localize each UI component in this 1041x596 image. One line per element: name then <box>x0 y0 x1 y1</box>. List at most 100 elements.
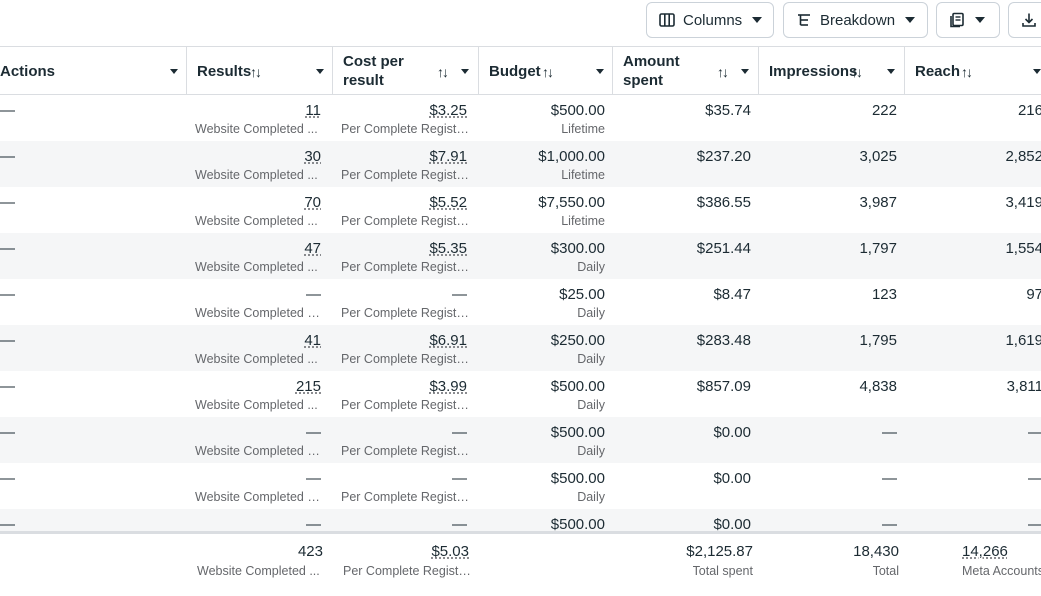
column-header-reach[interactable]: Reach ↑↓ <box>905 47 1041 95</box>
chevron-down-icon[interactable] <box>1033 69 1041 74</box>
results-cell[interactable]: 11 <box>305 102 321 119</box>
reach-cell: 1,554 <box>1005 240 1041 257</box>
table-row[interactable]: — — Website Completed R... — Per Complete Re… <box>0 279 1041 325</box>
header-label-line2: result <box>343 72 384 89</box>
total-cost-per-result[interactable]: $5.03 <box>431 543 469 560</box>
total-cost-label: Per Complete Registr... <box>343 564 471 578</box>
column-header-cost-per-result[interactable]: Cost per result ↑↓ <box>333 47 479 95</box>
actions-cell: — <box>0 240 15 257</box>
table-row[interactable]: — — Website Completed R... — Per Complete Re… <box>0 417 1041 463</box>
cost-per-result-subtext: Per Complete Registr... <box>341 352 469 366</box>
reach-cell: 97 <box>1026 286 1041 303</box>
reach-cell: 3,419 <box>1005 194 1041 211</box>
breakdown-icon <box>796 12 812 28</box>
header-label-line2: spent <box>623 72 664 89</box>
table-row[interactable]: — — Website Completed R... — Per Complete Re… <box>0 463 1041 509</box>
sort-icon[interactable]: ↑↓ <box>542 64 554 80</box>
cost-per-result-cell[interactable]: $6.91 <box>429 332 467 349</box>
chevron-down-icon[interactable] <box>887 69 895 74</box>
table-row[interactable]: — 41 Website Completed ... $6.91 Per Complet… <box>0 325 1041 371</box>
results-cell[interactable]: 70 <box>304 194 321 211</box>
sort-icon[interactable]: ↑↓ <box>851 64 863 80</box>
header-label: Cost per result <box>343 47 404 95</box>
table-row[interactable]: — 215 Website Completed ... $3.99 Per Comple… <box>0 371 1041 417</box>
column-header-impressions[interactable]: Impressions ↑↓ <box>759 47 905 95</box>
column-header-budget[interactable]: Budget ↑↓ <box>479 47 613 95</box>
cost-per-result-cell: — <box>452 516 467 533</box>
chevron-down-icon[interactable] <box>461 69 469 74</box>
results-subtext: Website Completed R... <box>195 444 321 458</box>
actions-cell: — <box>0 378 15 395</box>
table-row[interactable]: — 11 Website Completed ... $3.25 Per Complet… <box>0 95 1041 141</box>
cost-per-result-subtext: Per Complete Registr... <box>341 398 469 412</box>
cost-per-result-cell[interactable]: $5.52 <box>429 194 467 211</box>
reach-cell: — <box>1028 470 1041 487</box>
actions-cell: — <box>0 286 15 303</box>
results-cell: — <box>306 470 321 487</box>
results-cell: — <box>306 424 321 441</box>
sort-icon[interactable]: ↑↓ <box>437 64 449 80</box>
sort-icon[interactable]: ↑↓ <box>717 64 729 80</box>
chevron-down-icon <box>975 17 985 23</box>
budget-type: Daily <box>577 490 605 504</box>
actions-cell: — <box>0 424 15 441</box>
header-label: Actions <box>0 62 56 80</box>
reach-cell: 2,852 <box>1005 148 1041 165</box>
header-label: Amount spent <box>623 47 680 95</box>
table-totals-row: 423 Website Completed ... $5.03 Per Comp… <box>0 531 1041 596</box>
table-row[interactable]: — 70 Website Completed ... $5.52 Per Complet… <box>0 187 1041 233</box>
cost-per-result-cell[interactable]: $5.35 <box>429 240 467 257</box>
budget-type: Daily <box>577 398 605 412</box>
header-label: Impressions <box>769 62 858 80</box>
sort-icon[interactable]: ↑↓ <box>250 64 262 80</box>
budget-type: Daily <box>577 260 605 274</box>
results-subtext: Website Completed R... <box>195 490 321 504</box>
reach-cell: — <box>1028 424 1041 441</box>
reports-button[interactable] <box>936 2 1000 38</box>
cost-per-result-subtext: Per Complete Registr... <box>341 490 469 504</box>
budget-cell: $25.00 <box>559 286 605 303</box>
total-amount-spent: $2,125.87 <box>686 543 753 560</box>
total-reach[interactable]: 14,266 <box>962 543 1008 560</box>
chevron-down-icon[interactable] <box>170 69 178 74</box>
results-cell[interactable]: 30 <box>304 148 321 165</box>
amount-spent-cell: $0.00 <box>713 424 751 441</box>
impressions-cell: 3,987 <box>859 194 897 211</box>
budget-type: Lifetime <box>561 122 605 136</box>
column-header-results[interactable]: Results ↑↓ <box>187 47 333 95</box>
breakdown-button[interactable]: Breakdown <box>783 2 928 38</box>
header-label-line1: Amount <box>623 53 680 70</box>
reach-cell: 1,619 <box>1005 332 1041 349</box>
results-subtext: Website Completed ... <box>195 214 318 228</box>
cost-per-result-cell[interactable]: $3.25 <box>429 102 467 119</box>
columns-button[interactable]: Columns <box>646 2 774 38</box>
toolbar: Columns Breakdown <box>0 0 1041 46</box>
budget-cell: $300.00 <box>550 240 605 257</box>
budget-type: Daily <box>577 352 605 366</box>
chevron-down-icon[interactable] <box>741 69 749 74</box>
table-row[interactable]: — 47 Website Completed ... $5.35 Per Complet… <box>0 233 1041 279</box>
cost-per-result-cell: — <box>452 470 467 487</box>
table-row[interactable]: — 30 Website Completed ... $7.91 Per Complet… <box>0 141 1041 187</box>
results-cell[interactable]: 215 <box>295 378 321 395</box>
chevron-down-icon[interactable] <box>596 69 604 74</box>
column-header-actions[interactable]: Actions <box>0 47 187 95</box>
results-cell[interactable]: 41 <box>304 332 321 349</box>
column-header-amount-spent[interactable]: Amount spent ↑↓ <box>613 47 759 95</box>
amount-spent-cell: $386.55 <box>696 194 751 211</box>
actions-cell: — <box>0 516 15 533</box>
budget-type: Daily <box>577 306 605 320</box>
cost-per-result-cell[interactable]: $3.99 <box>429 378 467 395</box>
breakdown-label: Breakdown <box>820 11 896 29</box>
cost-per-result-cell[interactable]: $7.91 <box>429 148 467 165</box>
results-cell: — <box>306 516 321 533</box>
cost-per-result-subtext: Per Complete Registr... <box>341 122 469 136</box>
results-cell[interactable]: 47 <box>304 240 321 257</box>
budget-cell: $500.00 <box>550 102 605 119</box>
chevron-down-icon[interactable] <box>316 69 324 74</box>
export-button[interactable] <box>1008 2 1041 38</box>
budget-type: Daily <box>577 444 605 458</box>
sort-icon[interactable]: ↑↓ <box>961 64 973 80</box>
amount-spent-cell: $0.00 <box>713 470 751 487</box>
budget-type: Lifetime <box>561 214 605 228</box>
